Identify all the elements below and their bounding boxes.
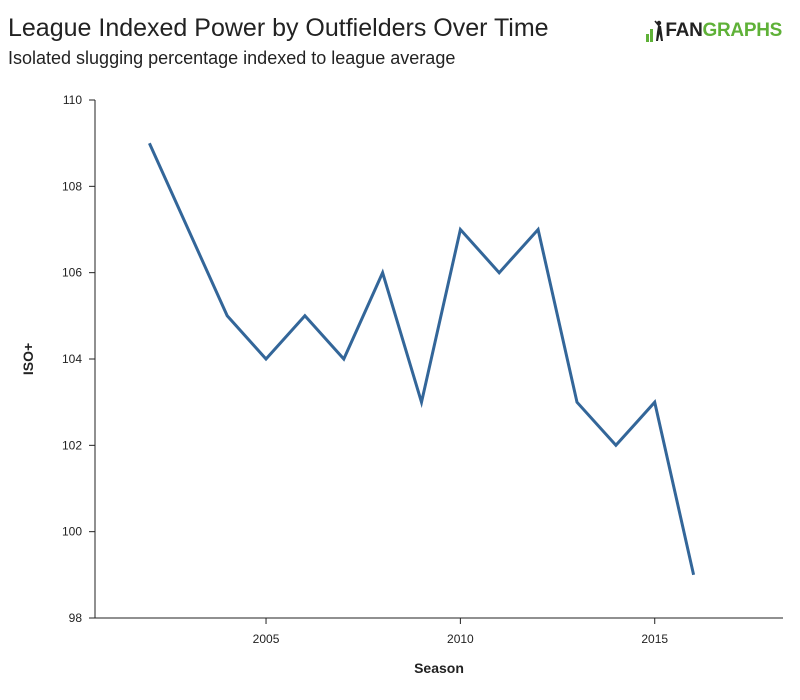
series-line bbox=[148, 142, 696, 576]
x-tick-label: 2005 bbox=[253, 632, 280, 646]
logo-text-graphs: GRAPHS bbox=[702, 20, 783, 41]
logo-text-fan: FAN bbox=[665, 20, 703, 41]
chart-ticks: 98 100 102 104 106 108 110 2005 2010 2015 bbox=[62, 93, 668, 646]
y-tick-label: 104 bbox=[62, 352, 82, 366]
chart-subtitle: Isolated slugging percentage indexed to … bbox=[8, 48, 456, 68]
chart-axes bbox=[94, 100, 783, 619]
chart-series bbox=[148, 142, 696, 576]
y-tick-label: 100 bbox=[62, 525, 82, 539]
y-tick-label: 98 bbox=[69, 611, 83, 625]
x-tick-label: 2010 bbox=[447, 632, 474, 646]
y-tick-label: 110 bbox=[63, 93, 82, 107]
y-axis-title: ISO+ bbox=[20, 343, 36, 375]
chart-title: League Indexed Power by Outfielders Over… bbox=[8, 14, 549, 42]
y-tick-label: 102 bbox=[62, 438, 82, 452]
fangraphs-batter-icon bbox=[646, 20, 664, 42]
y-tick-label: 106 bbox=[62, 266, 82, 280]
fangraphs-logo: FANGRAPHS bbox=[646, 20, 782, 42]
y-tick-label: 108 bbox=[62, 179, 82, 193]
x-axis-title: Season bbox=[414, 660, 464, 676]
x-tick-label: 2015 bbox=[641, 632, 668, 646]
